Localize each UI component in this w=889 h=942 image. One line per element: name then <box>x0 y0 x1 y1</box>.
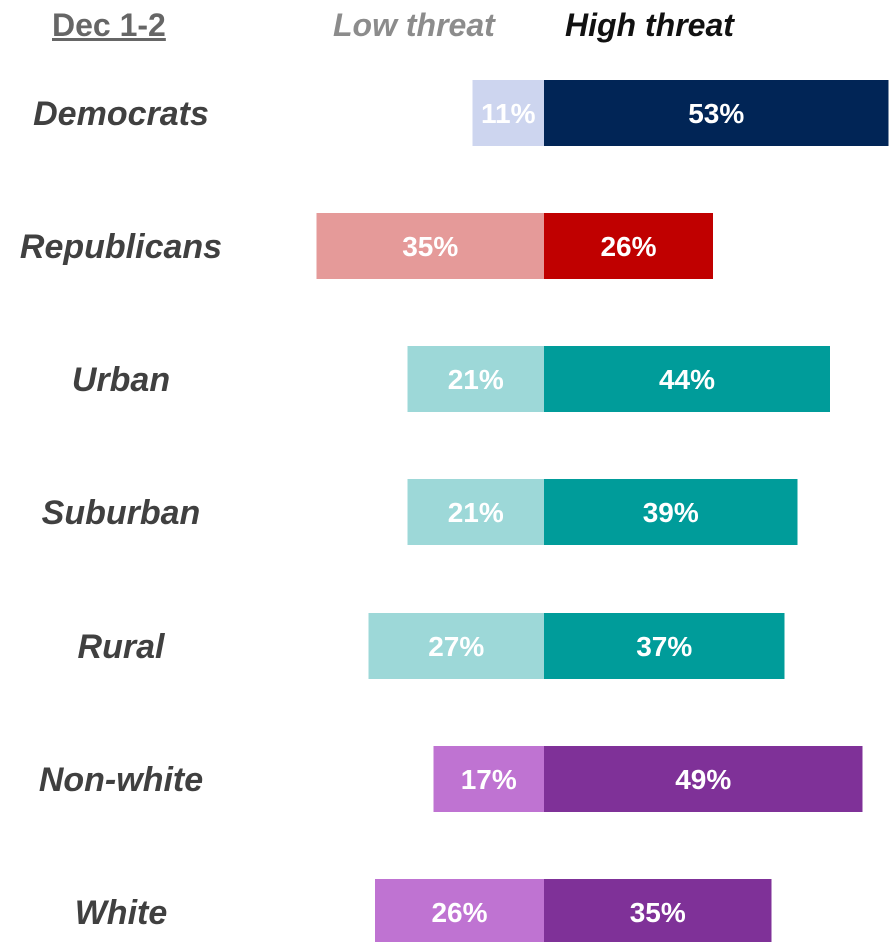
low-threat-value-republicans: 35% <box>402 231 458 262</box>
low-threat-value-rural: 27% <box>428 631 484 662</box>
low-threat-bar-republicans <box>316 213 544 279</box>
low-threat-value-suburban: 21% <box>448 497 504 528</box>
high-threat-legend: High threat <box>565 7 734 43</box>
low-threat-bar-democrats <box>472 80 544 146</box>
category-label-suburban: Suburban <box>42 494 201 532</box>
low-threat-bar-rural <box>368 613 544 679</box>
high-threat-value-white: 35% <box>630 897 686 928</box>
category-label-urban: Urban <box>72 361 170 399</box>
low-threat-bar-suburban <box>407 479 544 545</box>
high-threat-bar-urban <box>544 346 830 412</box>
high-threat-value-suburban: 39% <box>643 497 699 528</box>
low-threat-bar-urban <box>407 346 544 412</box>
high-threat-bar-rural <box>544 613 785 679</box>
low-threat-value-non-white: 17% <box>461 764 517 795</box>
high-threat-bar-republicans <box>544 213 713 279</box>
high-threat-value-democrats: 53% <box>688 98 744 129</box>
low-threat-bar-non-white <box>433 746 544 812</box>
low-threat-legend: Low threat <box>333 7 495 43</box>
high-threat-bar-non-white <box>544 746 863 812</box>
low-threat-value-white: 26% <box>431 897 487 928</box>
date-label: Dec 1-2 <box>52 7 166 43</box>
high-threat-value-rural: 37% <box>636 631 692 662</box>
category-label-non-white: Non-white <box>39 761 203 799</box>
category-label-rural: Rural <box>78 628 166 666</box>
category-label-republicans: Republicans <box>20 228 222 266</box>
high-threat-bar-suburban <box>544 479 798 545</box>
low-threat-bar-white <box>375 879 544 942</box>
high-threat-value-urban: 44% <box>659 364 715 395</box>
high-threat-value-non-white: 49% <box>675 764 731 795</box>
high-threat-bar-democrats <box>544 80 889 146</box>
category-label-white: White <box>75 894 168 932</box>
high-threat-bar-white <box>544 879 772 942</box>
low-threat-value-urban: 21% <box>448 364 504 395</box>
category-label-democrats: Democrats <box>33 95 209 133</box>
high-threat-value-republicans: 26% <box>600 231 656 262</box>
low-threat-value-democrats: 11% <box>481 98 536 129</box>
